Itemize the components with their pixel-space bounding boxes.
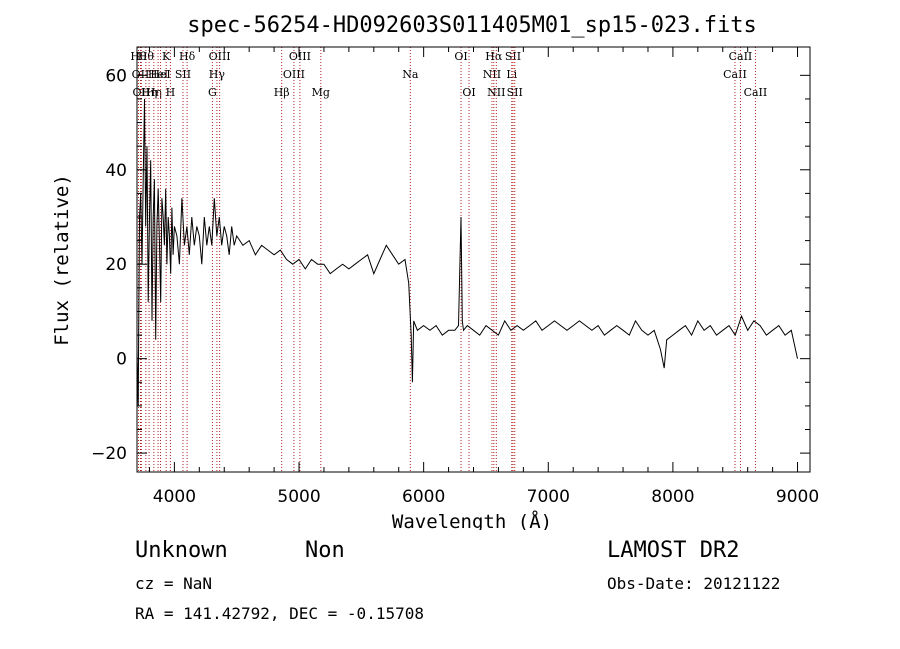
x-tick-label: 8000 [651,487,694,507]
line-label: Li [506,68,517,81]
coordinates: RA = 141.42792, DEC = -0.15708 [135,604,424,623]
line-label: NII [487,86,505,99]
chart-title: spec-56254-HD092603S011405M01_sp15-023.f… [187,13,757,38]
x-tick-label: 5000 [277,487,320,507]
line-label: OIII [283,68,305,81]
redshift-cz: cz = NaN [135,574,213,593]
line-label: Na [402,68,419,81]
line-label: OIII [289,50,311,63]
line-label: K [162,50,171,63]
survey-name: LAMOST DR2 [607,538,740,563]
line-label: OI [454,50,467,63]
y-tick-label: 60 [105,66,127,86]
x-tick-label: 4000 [153,487,196,507]
line-label: NII [483,68,501,81]
line-label: Hγ [209,68,226,81]
line-label: OII [132,68,150,81]
x-axis: 4000 5000 6000 7000 8000 9000 [148,47,819,507]
line-label: HeI [148,68,168,81]
x-tick-label: 7000 [527,487,570,507]
line-label: G [208,86,217,99]
line-label: SII [507,86,523,99]
y-tick-label: 0 [116,350,127,370]
y-tick-label: 20 [105,255,127,275]
object-class: Unknown [135,538,228,563]
line-label: HeI [150,68,170,81]
line-label: OIII [209,50,231,63]
x-tick-label: 9000 [776,487,819,507]
line-label: H [166,86,176,99]
y-tick-label: −20 [91,444,127,464]
y-axis: −20 0 20 40 60 [91,66,810,464]
line-label: Mg [312,86,330,99]
object-subclass: Non [305,538,345,563]
line-label: SII [175,68,191,81]
spectral-line-markers: HθOIIOIIHθHηHηHeIHeIKHSIIHδGHγOIIIHβOIII… [130,47,767,472]
line-label: Hα [485,50,503,63]
line-label: Hη [146,86,162,99]
line-label: Hθ [130,50,147,63]
spectrum-chart: spec-56254-HD092603S011405M01_sp15-023.f… [51,13,819,530]
line-label: CaII [723,68,747,81]
y-axis-label: Flux (relative) [51,174,73,346]
x-tick-label: 6000 [402,487,445,507]
line-label: Hβ [274,86,290,99]
line-label: Hδ [179,50,196,63]
line-label: CaII [729,50,753,63]
line-label: OI [462,86,475,99]
line-label: Hη [141,86,157,99]
y-tick-label: 40 [105,161,127,181]
x-axis-label: Wavelength (Å) [392,510,552,530]
obs-date: Obs-Date: 20121122 [607,574,781,593]
series-line [136,98,798,406]
plot-frame [136,46,811,473]
line-label: SII [505,50,521,63]
line-label: Hθ [138,50,155,63]
spectrum-series [136,98,798,406]
line-label: CaII [744,86,768,99]
